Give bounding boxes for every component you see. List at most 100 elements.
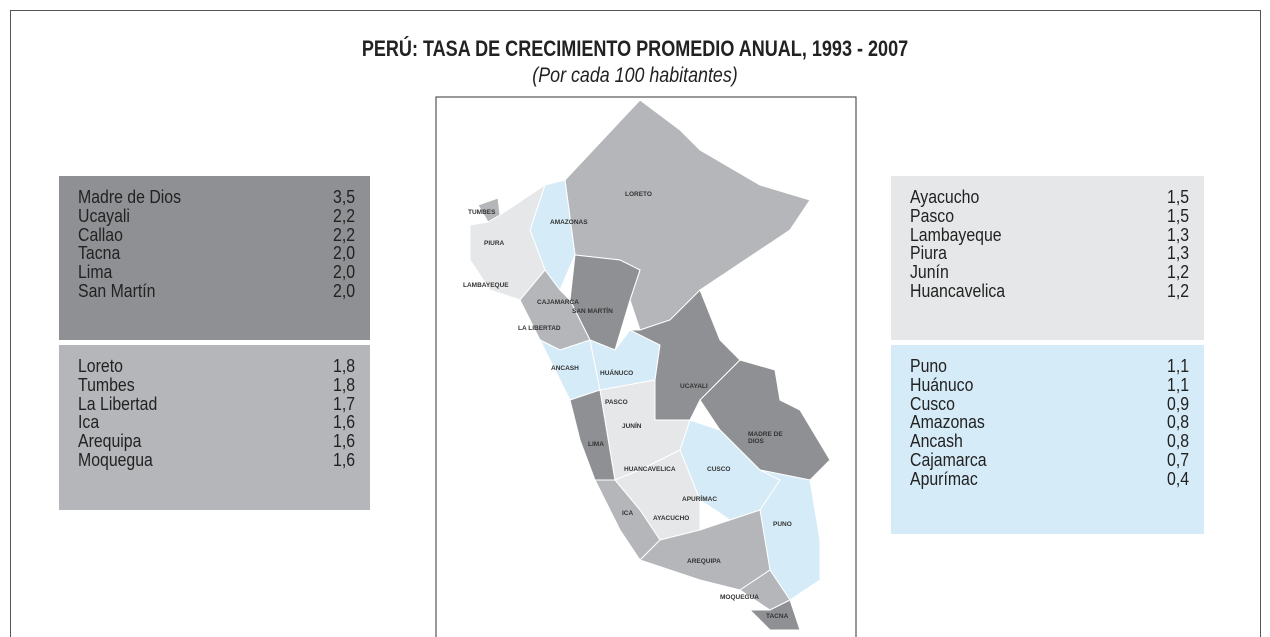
rate-value: 0,8 (1166, 431, 1189, 452)
region-name: Cusco (910, 393, 955, 414)
rate-box: Loreto 1,8 Tumbes 1,8 La Libertad 1,7 Ica 1,6 Ar… (59, 345, 370, 510)
rate-row: Ica 1,6 (59, 413, 370, 432)
rate-value: 0,7 (1166, 449, 1189, 470)
region-name: Ica (78, 412, 100, 433)
region-label: CAJAMARCA (537, 299, 579, 306)
region-label: DIOS (748, 438, 765, 445)
rate-value: 1,3 (1166, 243, 1189, 264)
rate-value: 0,9 (1166, 393, 1189, 414)
region-name: Loreto (78, 356, 123, 376)
rate-row: Piura 1,3 (891, 244, 1204, 263)
region (639, 509, 771, 591)
region-name: Callao (78, 224, 123, 245)
region-label: HUANCAVELICA (624, 466, 676, 473)
region-label: JUNÍN (622, 421, 642, 430)
rate-value: 1,1 (1166, 356, 1189, 376)
region-name: Lambayeque (910, 224, 1002, 245)
region-label: PASCO (605, 399, 628, 406)
rate-row: Huancavelica 1,2 (891, 282, 1204, 301)
rate-value: 3,5 (332, 187, 355, 207)
region-name: Ucayali (78, 205, 130, 226)
rate-box: Madre de Dios 3,5 Ucayali 2,2 Callao 2,2 Tacna… (59, 176, 370, 340)
rate-row: Apurímac 0,4 (891, 468, 1204, 489)
rate-row: Lambayeque 1,3 (891, 224, 1204, 245)
region-name: Ayacucho (910, 187, 980, 207)
region-label: ANCASH (551, 365, 579, 372)
rate-value: 1,8 (332, 374, 355, 395)
region-label: TACNA (766, 613, 789, 620)
rate-value: 2,2 (332, 205, 355, 226)
rate-value: 1,2 (1166, 280, 1189, 301)
rate-value: 1,2 (1166, 262, 1189, 283)
rate-row: Moquegua 1,6 (59, 451, 370, 470)
rate-value: 2,2 (332, 224, 355, 245)
region-name: Lima (78, 262, 113, 283)
region-name: La Libertad (78, 393, 158, 414)
region-label: TUMBES (468, 209, 496, 216)
rate-row: Ancash 0,8 (891, 432, 1204, 451)
region-name: Huancavelica (910, 280, 1006, 301)
region-label: LIMA (588, 441, 604, 448)
region-label: ICA (622, 510, 634, 517)
region-label: MOQUEGUA (720, 594, 759, 601)
region-name: Tacna (78, 243, 121, 264)
region-label: LAMBAYEQUE (463, 282, 509, 289)
title: PERÚ: TASA DE CRECIMIENTO PROMEDIO ANUAL… (361, 36, 909, 61)
rate-value: 1,6 (332, 431, 355, 452)
rate-box: Puno 1,1 Huánuco 1,1 Cusco 0,9 Amazonas 0,8 Anca… (891, 345, 1204, 534)
region-name: Moquegua (78, 449, 153, 470)
rate-row: Junín 1,2 (891, 263, 1204, 282)
rate-value: 1,7 (332, 393, 355, 414)
region-name: Tumbes (78, 374, 135, 395)
region-name: Piura (910, 243, 947, 264)
region-label: SAN MARTÍN (572, 306, 613, 315)
region-name: Puno (910, 356, 948, 376)
rate-value: 0,4 (1166, 468, 1189, 489)
rate-row: Cusco 0,9 (891, 393, 1204, 414)
region-name: Madre de Dios (78, 187, 182, 207)
rate-row: San Martín 2,0 (59, 282, 370, 301)
rate-row: Callao 2,2 (59, 224, 370, 245)
region-name: Junín (910, 262, 949, 283)
region-name: Huánuco (910, 374, 974, 395)
region-name: Apurímac (910, 468, 978, 489)
region-name: Arequipa (78, 431, 142, 452)
region-label: AYACUCHO (653, 515, 689, 522)
rate-row: Puno 1,1 (891, 357, 1204, 376)
rate-value: 1,1 (1166, 374, 1189, 395)
region-name: San Martín (78, 280, 156, 301)
region-label: UCAYALI (680, 383, 708, 390)
frame (10, 10, 1261, 637)
region-name: Ancash (910, 431, 963, 452)
rate-row: Tumbes 1,8 (59, 374, 370, 395)
region-label: AMAZONAS (550, 219, 588, 226)
rate-value: 2,0 (332, 280, 355, 301)
rate-row: La Libertad 1,7 (59, 393, 370, 414)
region-name: Pasco (910, 205, 955, 226)
region (469, 183, 546, 301)
rate-value: 1,6 (332, 449, 355, 470)
rate-row: Loreto 1,8 (59, 357, 370, 376)
regions (469, 99, 831, 631)
rate-value: 2,0 (332, 243, 355, 264)
region-label: APURÍMAC (682, 494, 717, 503)
subtitle: (Por cada 100 habitantes) (532, 64, 738, 87)
region-label: CUSCO (707, 466, 730, 473)
region-label: LORETO (625, 191, 652, 198)
region-name: Cajamarca (910, 449, 987, 470)
rate-row: Cajamarca 0,7 (891, 451, 1204, 470)
region-label: PIURA (484, 240, 505, 247)
rate-row: Huánuco 1,1 (891, 374, 1204, 395)
rate-row: Arequipa 1,6 (59, 432, 370, 451)
region-label: AREQUIPA (687, 558, 721, 565)
rate-value: 1,6 (332, 412, 355, 433)
rate-row: Tacna 2,0 (59, 244, 370, 263)
rate-value: 2,0 (332, 262, 355, 283)
region-labels: LORETO TUMBES AMAZONAS PIURA LAMBAYEQUE … (463, 191, 792, 620)
rate-row: Amazonas 0,8 (891, 413, 1204, 432)
rate-row: Madre de Dios 3,5 (59, 188, 370, 207)
rate-value: 1,5 (1166, 187, 1189, 207)
rate-value: 1,3 (1166, 224, 1189, 245)
region-label: LA LIBERTAD (518, 325, 561, 332)
